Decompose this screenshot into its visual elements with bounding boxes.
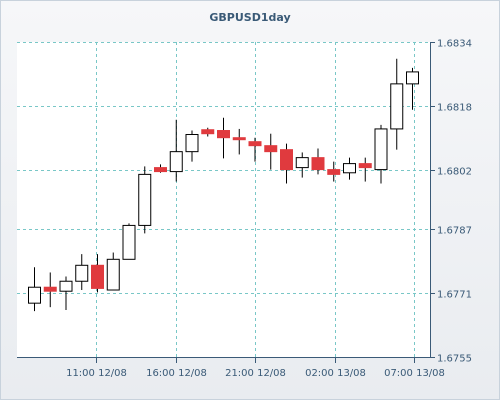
candle-body	[248, 141, 262, 147]
x-tick-label: 16:00 12/08	[146, 368, 207, 379]
candle-body	[311, 157, 325, 171]
candle	[264, 133, 278, 170]
candle	[185, 130, 199, 162]
candle	[248, 137, 262, 162]
candle-body	[232, 137, 246, 141]
candle-body	[264, 145, 278, 153]
candles	[28, 58, 419, 312]
candle-body	[343, 163, 356, 174]
candle	[154, 164, 167, 173]
candle-body	[201, 129, 215, 135]
candle	[122, 223, 136, 260]
candle	[28, 267, 41, 312]
candle	[169, 119, 183, 182]
candle-body	[138, 173, 152, 226]
y-tick-label: 1.6787	[437, 226, 472, 237]
candle-body	[28, 286, 41, 304]
candle	[138, 166, 152, 234]
grid-lines	[17, 42, 430, 358]
candle	[106, 252, 120, 291]
candle-body	[154, 167, 167, 173]
candle-body	[217, 130, 230, 139]
y-tick-label: 1.6771	[437, 290, 472, 301]
y-tick-label: 1.6802	[437, 167, 472, 178]
y-tick-label: 1.6755	[437, 354, 472, 365]
candle-body	[374, 128, 388, 171]
candle-body	[122, 224, 136, 260]
x-tick-label: 02:00 13/08	[305, 368, 366, 379]
x-tick-label: 07:00 13/08	[384, 368, 445, 379]
chart-title: GBPUSD1day	[209, 11, 291, 24]
x-tick-label: 21:00 12/08	[225, 368, 286, 379]
candle	[358, 157, 372, 182]
candle	[295, 152, 309, 178]
candle	[374, 124, 388, 184]
candle	[390, 58, 404, 150]
candle	[43, 272, 57, 308]
candle-body	[406, 71, 419, 85]
candle-body	[43, 286, 57, 292]
axes: 1.6755 1.6771 1.6787 1.6802 1.6818 1.6834 11:0…	[17, 39, 472, 379]
candle-body	[327, 169, 341, 175]
candle-body	[106, 258, 120, 291]
candle-body	[280, 149, 293, 171]
candle	[232, 128, 246, 155]
candle-body	[59, 280, 73, 292]
candle-body	[91, 264, 104, 289]
x-tick-label: 11:00 12/08	[66, 368, 127, 379]
candle-body	[295, 157, 309, 169]
candle-body	[75, 264, 89, 282]
candle	[201, 127, 215, 137]
candle-body	[169, 151, 183, 173]
y-tick-label: 1.6818	[437, 103, 472, 114]
candle	[91, 254, 104, 293]
candle	[59, 276, 73, 310]
candle	[75, 254, 89, 291]
candle	[217, 117, 230, 159]
candle	[343, 157, 356, 180]
candle-body	[390, 83, 404, 130]
candle	[327, 161, 341, 182]
candle-body	[185, 134, 199, 153]
candle	[406, 67, 419, 110]
y-tick-label: 1.6834	[437, 39, 472, 50]
candle	[311, 148, 325, 175]
candle-body	[358, 163, 372, 169]
candle	[280, 143, 293, 184]
plot-area	[17, 42, 430, 357]
